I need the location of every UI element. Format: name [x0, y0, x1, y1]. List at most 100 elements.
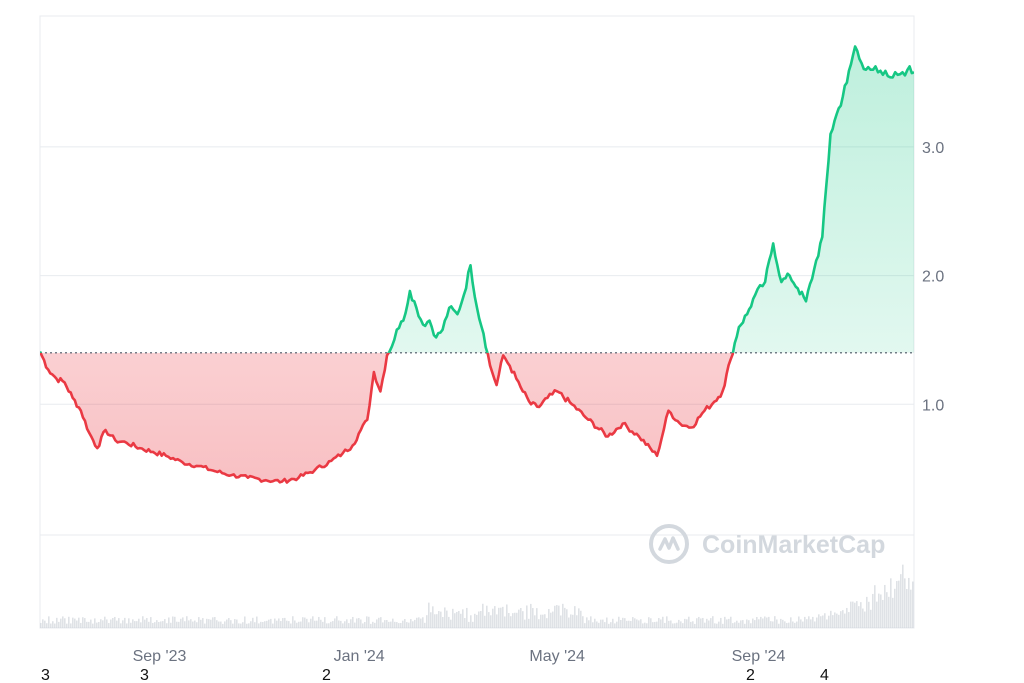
volume-bar [454, 613, 456, 628]
volume-bar [608, 623, 610, 628]
volume-bar [252, 617, 254, 628]
volume-bar [346, 619, 348, 628]
volume-bar [650, 618, 652, 628]
volume-bar [588, 620, 590, 628]
volume-bar [340, 620, 342, 628]
volume-bar [94, 618, 96, 628]
volume-bar [754, 620, 756, 628]
volume-bar [738, 622, 740, 628]
volume-bar [168, 617, 170, 628]
x-tick-label: Sep '24 [732, 648, 786, 665]
volume-bar [792, 621, 794, 628]
volume-bar [104, 616, 106, 628]
volume-bar [670, 620, 672, 628]
volume-bar [668, 620, 670, 628]
volume-bar [432, 606, 434, 628]
volume-bar [782, 619, 784, 628]
volume-bar [212, 617, 214, 628]
volume-bar [84, 618, 86, 628]
volume-bar [422, 617, 424, 628]
volume-bar [508, 613, 510, 628]
volume-bar [122, 620, 124, 628]
volume-bar [846, 607, 848, 628]
volume-bar [284, 617, 286, 628]
x-tick-label: Jan '24 [334, 648, 385, 665]
volume-bar [788, 622, 790, 628]
volume-bar [718, 621, 720, 628]
volume-bar [832, 615, 834, 628]
volume-bar [272, 623, 274, 628]
volume-bar [886, 592, 888, 628]
volume-bar [136, 621, 138, 628]
volume-bar [496, 614, 498, 628]
volume-bar [632, 617, 634, 628]
volume-bar [836, 613, 838, 628]
volume-bar [848, 612, 850, 628]
volume-bar [542, 614, 544, 628]
volume-bar [318, 616, 320, 628]
volume-bar [106, 619, 108, 628]
volume-bar [896, 581, 898, 628]
volume-bar [626, 620, 628, 628]
volume-bar [402, 620, 404, 628]
volume-bar [142, 616, 144, 628]
volume-bar [844, 613, 846, 628]
volume-bar [64, 618, 66, 628]
volume-bar [348, 623, 350, 628]
volume-bar [352, 616, 354, 628]
edge-label: 3 [140, 667, 149, 683]
volume-bar [528, 618, 530, 628]
volume-bar [764, 616, 766, 628]
volume-bar [504, 616, 506, 628]
volume-bar [256, 616, 258, 628]
volume-bar [40, 622, 42, 628]
volume-bar [616, 621, 618, 628]
volume-bar [768, 616, 770, 628]
volume-bar [230, 620, 232, 628]
volume-bar [682, 623, 684, 628]
volume-bar [514, 612, 516, 628]
volume-bar [744, 623, 746, 628]
y-tick-label: 2.0 [922, 269, 944, 286]
volume-bar [790, 617, 792, 628]
volume-bar [426, 615, 428, 628]
volume-bar [556, 605, 558, 628]
volume-bar [328, 623, 330, 628]
volume-bar [570, 614, 572, 628]
volume-bar [590, 616, 592, 628]
volume-bar [128, 618, 130, 628]
volume-bar [876, 601, 878, 628]
volume-bar [910, 589, 912, 628]
volume-bar [118, 618, 120, 628]
volume-bar [580, 610, 582, 628]
volume-bar [208, 619, 210, 628]
volume-bar [578, 608, 580, 628]
volume-bar [642, 623, 644, 628]
volume-bar [42, 619, 44, 628]
volume-bar [72, 617, 74, 628]
volume-bar [260, 621, 262, 628]
volume-bar [102, 620, 104, 628]
volume-bar [56, 617, 58, 628]
volume-bar [152, 622, 154, 628]
volume-bar [506, 604, 508, 628]
volume-bar [374, 622, 376, 628]
volume-bar [246, 623, 248, 628]
volume-bar [180, 618, 182, 628]
volume-bar [786, 622, 788, 628]
volume-bar [158, 622, 160, 628]
volume-bar [450, 619, 452, 628]
volume-bar [490, 615, 492, 628]
volume-bar [150, 617, 152, 628]
volume-bar [852, 601, 854, 628]
volume-bar [636, 619, 638, 628]
volume-bar [620, 619, 622, 628]
volume-bar [334, 618, 336, 628]
volume-bar [214, 617, 216, 628]
volume-bar [376, 619, 378, 628]
volume-bar [298, 621, 300, 628]
volume-bar [612, 618, 614, 628]
volume-bar [800, 619, 802, 628]
edge-label: 2 [322, 667, 331, 683]
x-tick-label: May '24 [529, 648, 585, 665]
